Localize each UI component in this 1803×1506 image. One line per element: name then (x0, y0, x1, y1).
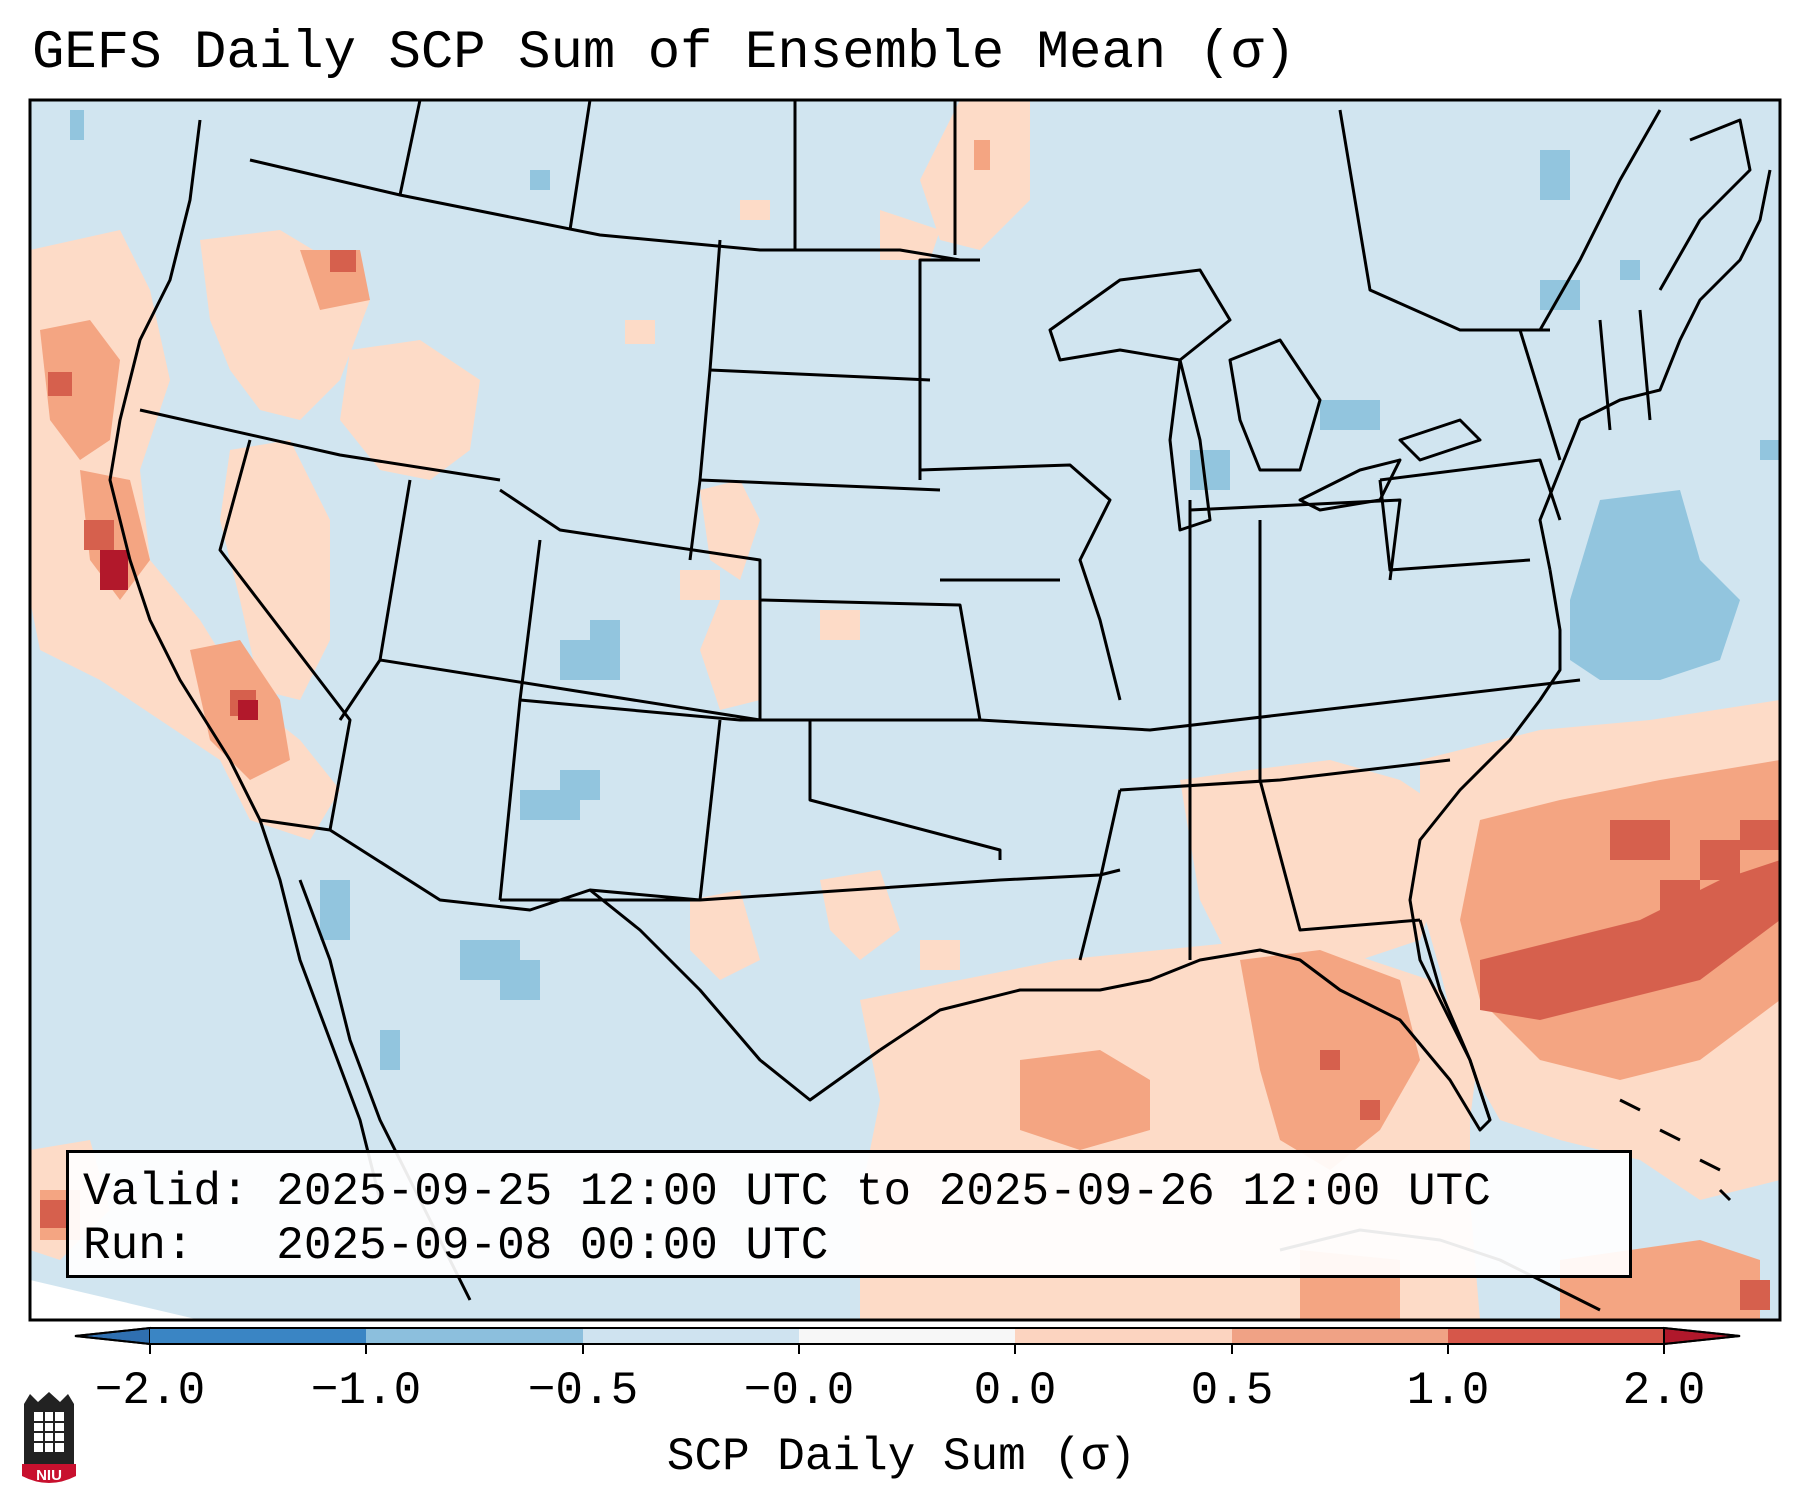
run-line: Run: 2025-09-08 00:00 UTC (83, 1220, 829, 1272)
colorbar-label: SCP Daily Sum (σ) (666, 1431, 1137, 1483)
colorbar-tick-8: 2.0 (1622, 1365, 1706, 1417)
canada-anomaly (625, 100, 1030, 344)
colorbar-tick-5: 0.0 (973, 1365, 1057, 1417)
valid-run-box: Valid: 2025-09-25 12:00 UTC to 2025-09-2… (66, 1150, 1632, 1278)
pacific-anomaly-deep (100, 550, 258, 720)
colorbar-under-arrow (74, 1326, 151, 1346)
colorbar-tick-4: −0.0 (743, 1365, 855, 1417)
colorbar-segment-3 (583, 1328, 799, 1344)
colorbar-tick-3: −0.5 (527, 1365, 639, 1417)
colorbar-segment-1 (150, 1328, 366, 1344)
colorbar-segment-7 (1448, 1328, 1664, 1344)
colorbar-over-arrow (1663, 1326, 1741, 1346)
map-frame (28, 98, 1782, 1322)
colorbar-tick-1: −2.0 (94, 1365, 206, 1417)
logo-text: NIU (36, 1467, 62, 1484)
colorbar-tick-6: 0.5 (1190, 1365, 1274, 1417)
southeast-anomaly-dark (1320, 820, 1780, 1310)
colorbar-tick-7: 1.0 (1406, 1365, 1490, 1417)
colorbar-segment-6 (1232, 1328, 1448, 1344)
colorbar-segment-4 (799, 1328, 1015, 1344)
domain-edge-white (30, 1280, 200, 1320)
colorbar-segment-2 (366, 1328, 583, 1344)
negative-anomaly (70, 110, 1780, 1070)
map-title: GEFS Daily SCP Sum of Ensemble Mean (σ) (32, 23, 1296, 84)
colorbar-tick-2: −1.0 (310, 1365, 422, 1417)
niu-logo-icon (22, 1392, 76, 1483)
colorbar (74, 1326, 1741, 1354)
interior-anomaly (680, 480, 960, 980)
colorbar-segment-5 (1015, 1328, 1232, 1344)
valid-line: Valid: 2025-09-25 12:00 UTC to 2025-09-2… (83, 1166, 1491, 1218)
